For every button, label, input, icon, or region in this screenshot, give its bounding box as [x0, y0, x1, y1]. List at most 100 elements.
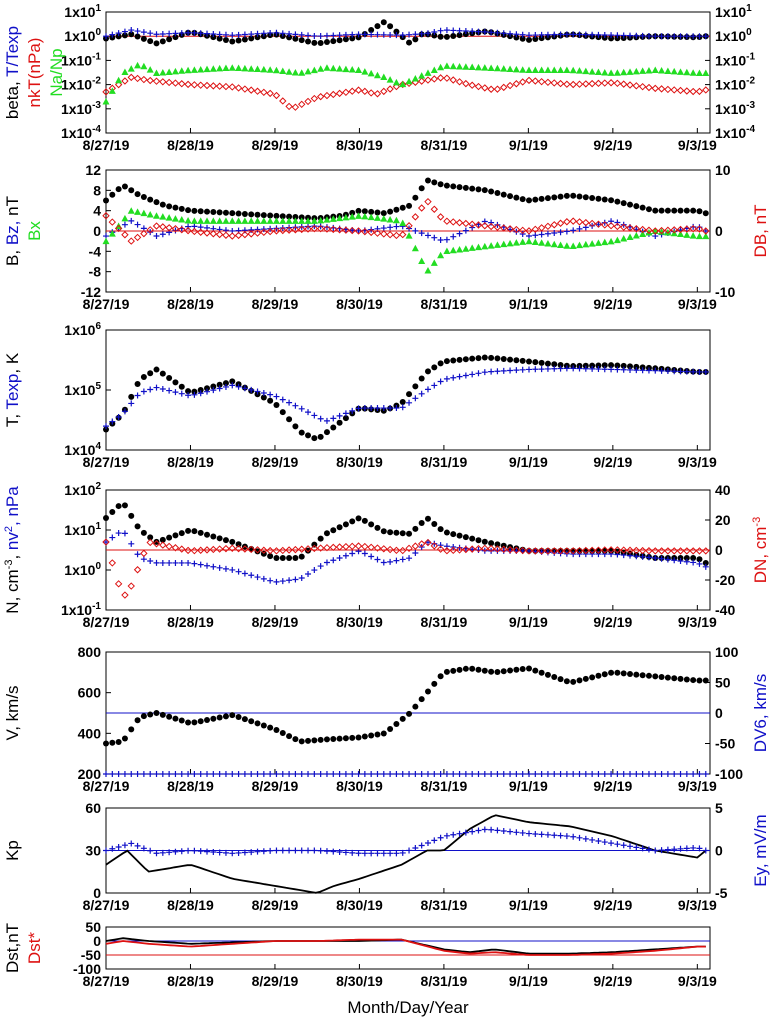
data-point — [469, 828, 476, 835]
data-point — [462, 184, 469, 191]
data-point — [456, 184, 463, 191]
data-point — [279, 217, 287, 224]
data-point — [468, 244, 476, 251]
data-point — [222, 231, 230, 239]
data-point — [260, 394, 267, 401]
data-point — [431, 771, 438, 777]
x-tick-label: 9/1/19 — [509, 454, 548, 470]
data-point — [361, 227, 369, 236]
data-point — [671, 846, 678, 853]
data-point — [614, 669, 621, 676]
data-point — [147, 534, 154, 541]
x-tick-label: 8/31/19 — [421, 973, 468, 989]
data-point — [298, 225, 306, 234]
data-point — [229, 382, 236, 389]
data-point — [311, 39, 318, 46]
data-point — [222, 771, 229, 777]
data-point — [387, 850, 394, 857]
x-tick-label: 8/27/19 — [83, 897, 130, 913]
data-point — [222, 383, 229, 390]
data-point — [146, 66, 154, 73]
data-point — [374, 731, 381, 738]
data-point — [424, 386, 431, 393]
data-point — [260, 390, 267, 397]
data-point — [627, 843, 634, 850]
data-point — [456, 771, 463, 777]
data-point — [595, 547, 602, 554]
data-point — [494, 355, 501, 362]
data-point — [469, 546, 476, 553]
data-point — [658, 66, 666, 74]
data-point — [197, 30, 204, 37]
data-point — [273, 393, 280, 400]
data-point — [576, 771, 583, 777]
data-point — [417, 77, 426, 85]
data-point — [526, 547, 532, 554]
data-point — [608, 771, 615, 777]
data-point — [159, 386, 166, 393]
data-point — [153, 384, 160, 391]
data-point — [424, 515, 431, 522]
data-point — [614, 841, 621, 848]
data-point — [658, 771, 665, 777]
data-point — [633, 367, 640, 374]
data-point — [185, 392, 192, 399]
data-point — [563, 242, 571, 249]
data-point — [178, 80, 186, 88]
data-point — [493, 545, 502, 553]
data-point — [526, 358, 533, 365]
series-Dst* — [105, 938, 706, 956]
data-point — [305, 409, 312, 416]
data-point — [349, 734, 356, 741]
data-point — [317, 433, 324, 440]
data-point — [254, 30, 261, 37]
data-point — [292, 554, 299, 561]
data-point — [645, 206, 652, 213]
data-point — [512, 80, 521, 88]
data-point — [494, 29, 501, 36]
data-point — [102, 538, 110, 546]
data-point — [209, 217, 217, 224]
data-point — [210, 715, 217, 722]
data-point — [702, 227, 710, 235]
data-point — [570, 833, 577, 840]
data-point — [298, 574, 305, 581]
data-point — [474, 243, 482, 251]
data-point — [633, 553, 640, 560]
data-point — [677, 771, 684, 777]
data-point — [399, 230, 407, 239]
panel-Kp — [103, 807, 711, 894]
data-point — [481, 242, 489, 250]
y-tick-label: 1x10-4 — [61, 124, 101, 141]
data-point — [570, 227, 577, 234]
data-point — [140, 845, 147, 852]
x-tick-label: 9/3/19 — [678, 296, 717, 312]
data-point — [595, 771, 602, 777]
data-point — [279, 213, 286, 220]
data-point — [121, 183, 128, 190]
data-point — [671, 675, 678, 682]
series-Na/Np — [102, 61, 710, 105]
data-point — [702, 210, 709, 217]
data-point — [197, 390, 204, 397]
data-point — [412, 703, 419, 710]
data-point — [556, 79, 565, 88]
data-point — [651, 66, 659, 74]
data-point — [526, 32, 532, 39]
data-point — [500, 224, 508, 232]
y-tick-label: 1x100 — [64, 27, 101, 44]
data-point — [399, 398, 406, 405]
data-point — [507, 193, 514, 200]
data-point — [298, 545, 306, 553]
data-point — [399, 715, 406, 722]
data-point — [178, 530, 185, 537]
data-point — [153, 232, 160, 239]
data-point — [128, 27, 135, 34]
data-point — [608, 366, 615, 373]
x-axis-title: Month/Day/Year — [347, 998, 469, 1017]
x-tick-label: 9/1/19 — [509, 614, 548, 630]
data-point — [342, 771, 349, 777]
panel-B — [102, 169, 711, 293]
data-point — [645, 83, 653, 92]
data-point — [336, 32, 343, 39]
